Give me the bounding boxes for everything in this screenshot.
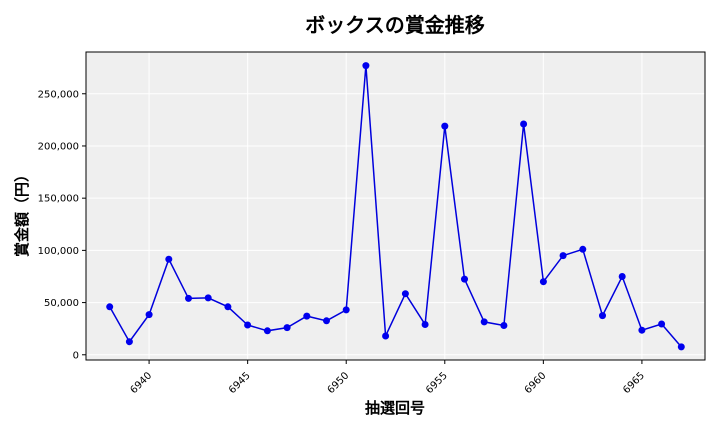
data-point [165, 255, 173, 263]
x-tick-label: 6960 [523, 370, 549, 396]
x-tick-label: 6940 [128, 370, 154, 396]
data-point [224, 303, 232, 311]
data-point [441, 122, 449, 130]
data-point [342, 306, 350, 314]
data-point [618, 273, 626, 280]
data-point [658, 320, 666, 328]
data-point [382, 332, 390, 340]
data-point [145, 311, 153, 319]
x-tick-label: 6955 [424, 370, 450, 396]
y-tick-label: 50,000 [44, 298, 79, 309]
plot-area: 0 50,000 100,000 150,000 200,000 250,000 6940 6… [38, 51, 706, 396]
data-point [539, 278, 547, 286]
data-point [401, 290, 409, 298]
data-point [303, 312, 311, 320]
data-point [106, 303, 114, 311]
y-tick-label: 150,000 [38, 194, 79, 205]
data-point [500, 322, 508, 329]
y-tick-label: 200,000 [38, 141, 79, 152]
data-point [244, 321, 252, 329]
plot-background [86, 52, 705, 360]
data-point [638, 326, 646, 334]
data-point [263, 327, 271, 335]
data-point [599, 312, 606, 320]
data-point [323, 317, 330, 325]
data-point [520, 120, 528, 128]
data-point [677, 343, 685, 351]
data-point [283, 324, 291, 332]
data-point [204, 294, 212, 302]
data-point [421, 321, 429, 328]
data-point [461, 275, 468, 283]
x-tick-label: 6950 [326, 370, 352, 396]
chart-title: ボックスの賞金推移 [305, 13, 484, 37]
x-tick-label: 6945 [227, 370, 253, 396]
data-point [579, 245, 587, 253]
y-tick-label: 250,000 [38, 89, 79, 100]
plot-frame [85, 51, 706, 361]
y-tick-label: 0 [73, 350, 79, 361]
data-point [362, 62, 370, 70]
data-point [480, 318, 488, 326]
y-axis-label: 賞金額（円） [13, 167, 31, 257]
data-point [185, 294, 192, 302]
x-axis-label: 抽選回号 [365, 399, 425, 417]
data-point [125, 338, 133, 346]
y-tick-label: 100,000 [38, 246, 79, 257]
x-tick-label: 6965 [621, 370, 647, 396]
data-point [559, 252, 567, 260]
